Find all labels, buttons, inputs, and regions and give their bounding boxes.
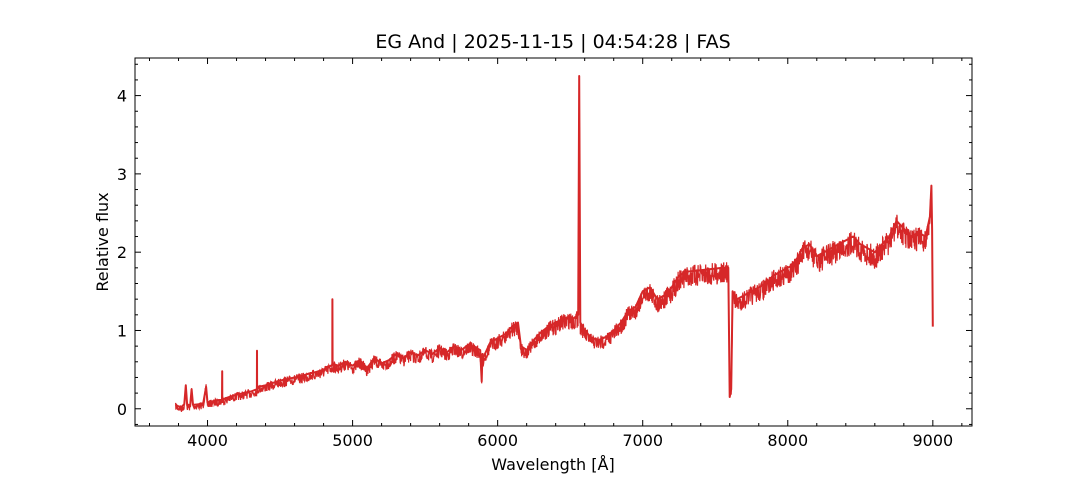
spectrum-noise (175, 88, 932, 412)
x-tick-label: 7000 (622, 431, 663, 450)
y-tick-label: 1 (117, 321, 127, 340)
x-tick-label: 5000 (332, 431, 373, 450)
x-tick-label: 8000 (767, 431, 808, 450)
x-tick-label: 6000 (477, 431, 518, 450)
y-tick-label: 2 (117, 243, 127, 262)
plot-frame (134, 57, 973, 427)
chart-title: EG And | 2025-11-15 | 04:54:28 | FAS (375, 31, 730, 53)
x-axis-label: Wavelength [Å] (491, 455, 614, 474)
y-tick-label: 0 (117, 400, 127, 419)
y-axis-label: Relative flux (93, 192, 112, 291)
spectrum-line (175, 75, 934, 409)
x-tick-label: 4000 (187, 431, 228, 450)
y-tick-label: 3 (117, 165, 127, 184)
y-tick-label: 4 (117, 87, 127, 106)
x-axis: 4000 5000 6000 7000 8000 9000 (149, 58, 963, 450)
plot-area (175, 75, 934, 412)
x-tick-label: 9000 (912, 431, 953, 450)
